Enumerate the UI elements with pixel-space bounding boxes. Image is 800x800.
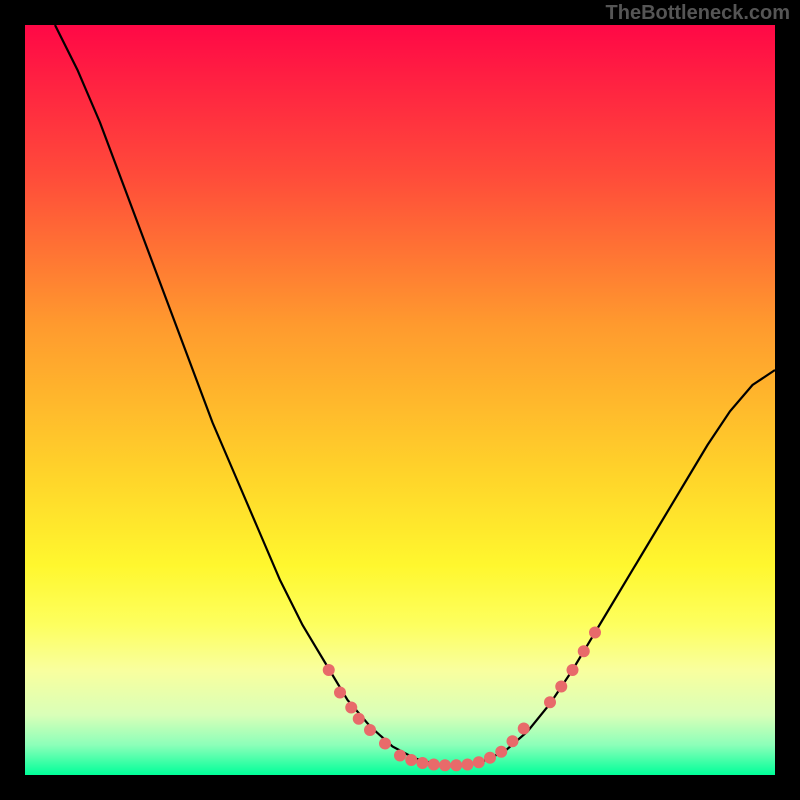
marker-point bbox=[345, 702, 357, 714]
marker-point bbox=[379, 738, 391, 750]
marker-point bbox=[507, 735, 519, 747]
marker-point bbox=[578, 645, 590, 657]
marker-point bbox=[473, 756, 485, 768]
chart-background bbox=[25, 25, 775, 775]
marker-point bbox=[567, 664, 579, 676]
bottleneck-chart: TheBottleneck.com bbox=[0, 0, 800, 800]
marker-point bbox=[544, 696, 556, 708]
chart-canvas bbox=[0, 0, 800, 800]
marker-point bbox=[405, 754, 417, 766]
marker-point bbox=[334, 687, 346, 699]
marker-point bbox=[323, 664, 335, 676]
marker-point bbox=[394, 750, 406, 762]
marker-point bbox=[518, 723, 530, 735]
marker-point bbox=[462, 759, 474, 771]
marker-point bbox=[364, 724, 376, 736]
marker-point bbox=[495, 746, 507, 758]
marker-point bbox=[439, 759, 451, 771]
marker-point bbox=[555, 681, 567, 693]
marker-point bbox=[353, 713, 365, 725]
marker-point bbox=[450, 759, 462, 771]
marker-point bbox=[428, 759, 440, 771]
marker-point bbox=[417, 757, 429, 769]
marker-point bbox=[589, 627, 601, 639]
watermark-label: TheBottleneck.com bbox=[606, 2, 790, 25]
marker-point bbox=[484, 752, 496, 764]
